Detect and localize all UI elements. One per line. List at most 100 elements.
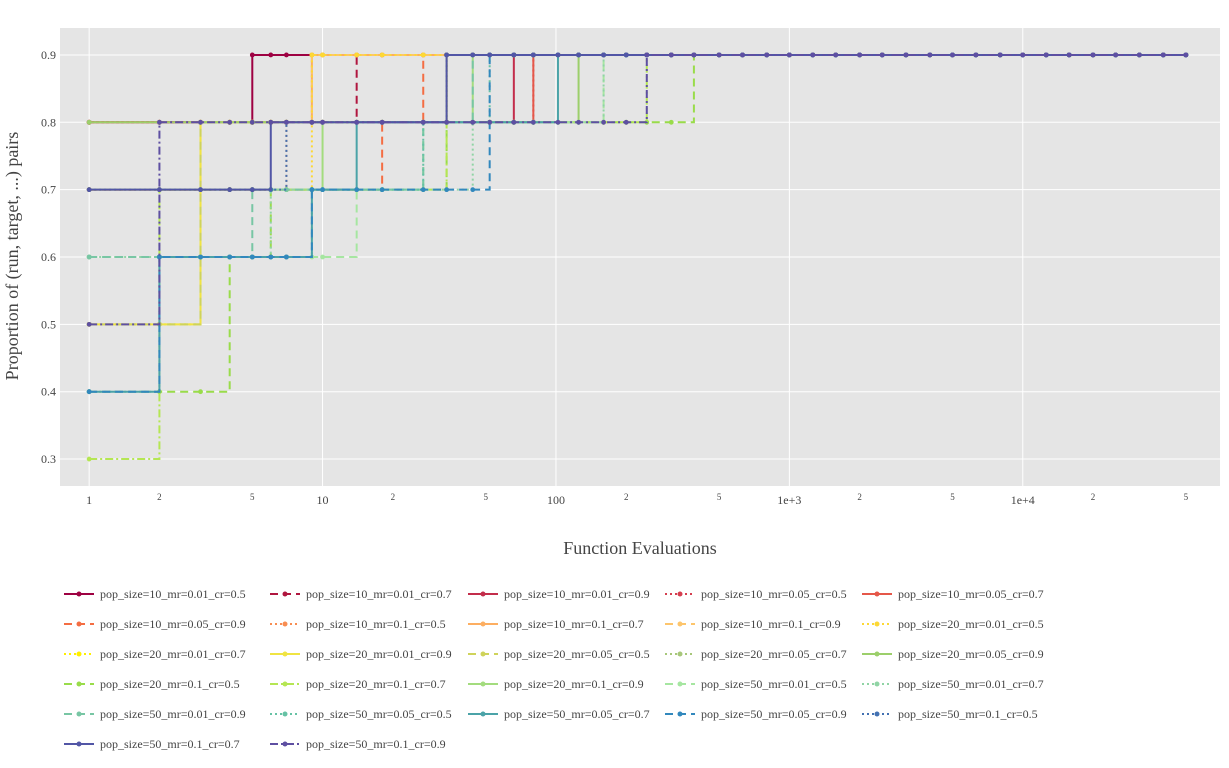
y-axis-title: Proportion of (run, target, ...) pairs — [2, 132, 23, 381]
data-point — [320, 187, 325, 193]
data-point — [444, 52, 450, 58]
series-pop_size=50_mr=0.1_cr=0.9 — [86, 52, 1189, 327]
data-point — [879, 52, 885, 58]
data-point — [576, 119, 581, 125]
data-point — [86, 321, 92, 327]
legend-item[interactable]: pop_size=10_mr=0.01_cr=0.5 — [62, 584, 246, 604]
data-point — [810, 52, 816, 58]
data-point — [444, 187, 450, 193]
legend-item[interactable]: pop_size=10_mr=0.01_cr=0.9 — [466, 584, 650, 604]
legend-item[interactable]: pop_size=50_mr=0.1_cr=0.7 — [62, 734, 240, 754]
series-line — [89, 53, 1186, 393]
data-point — [1043, 52, 1049, 58]
legend-item[interactable]: pop_size=50_mr=0.05_cr=0.9 — [663, 704, 847, 724]
data-point — [740, 52, 745, 58]
legend-label: pop_size=20_mr=0.1_cr=0.5 — [100, 676, 240, 691]
data-point — [444, 119, 450, 125]
legend-item[interactable]: pop_size=50_mr=0.01_cr=0.5 — [663, 674, 847, 694]
legend-label: pop_size=50_mr=0.01_cr=0.9 — [100, 706, 246, 721]
data-point — [555, 119, 561, 125]
legend-item[interactable]: pop_size=20_mr=0.05_cr=0.5 — [466, 644, 650, 664]
data-point — [309, 52, 315, 58]
x-tick-label: 5 — [950, 492, 955, 502]
x-tick-label: 2 — [391, 492, 396, 502]
data-point — [227, 254, 233, 260]
x-tick-label: 100 — [547, 493, 565, 507]
y-tick-labels: 0.3 0.4 0.5 0.6 0.7 0.8 0.9 — [41, 48, 56, 466]
data-point — [354, 187, 360, 193]
data-point — [284, 254, 289, 260]
data-point — [1020, 52, 1026, 58]
legend-label: pop_size=50_mr=0.1_cr=0.9 — [306, 736, 446, 751]
data-point — [268, 52, 274, 58]
legend-swatch — [468, 591, 498, 597]
legend-item[interactable]: pop_size=20_mr=0.05_cr=0.7 — [663, 644, 847, 664]
data-point — [668, 119, 674, 125]
legend-item[interactable]: pop_size=10_mr=0.1_cr=0.9 — [663, 614, 841, 634]
data-point — [309, 119, 315, 125]
y-tick-label: 0.3 — [41, 452, 56, 466]
legend-item[interactable]: pop_size=20_mr=0.01_cr=0.9 — [268, 644, 452, 664]
legend-item[interactable]: pop_size=10_mr=0.1_cr=0.7 — [466, 614, 644, 634]
data-point — [555, 52, 561, 58]
legend-swatch — [270, 681, 300, 687]
legend-item[interactable]: pop_size=20_mr=0.1_cr=0.9 — [466, 674, 644, 694]
data-point — [764, 52, 770, 58]
data-point — [420, 119, 426, 125]
legend-label: pop_size=20_mr=0.01_cr=0.9 — [306, 646, 452, 661]
y-tick-label: 0.4 — [41, 385, 56, 399]
data-point — [198, 119, 203, 125]
data-point — [320, 254, 325, 260]
data-point — [833, 52, 839, 58]
data-point — [354, 52, 360, 58]
x-tick-label: 2 — [1091, 492, 1096, 502]
legend-item[interactable]: pop_size=20_mr=0.01_cr=0.7 — [62, 644, 246, 664]
data-point — [1066, 52, 1072, 58]
data-point — [379, 119, 385, 125]
x-tick-label: 1e+3 — [777, 493, 801, 507]
legend-label: pop_size=50_mr=0.01_cr=0.7 — [898, 676, 1044, 691]
legend-item[interactable]: pop_size=50_mr=0.1_cr=0.9 — [268, 734, 446, 754]
legend-item[interactable]: pop_size=50_mr=0.05_cr=0.7 — [466, 704, 650, 724]
legend-item[interactable]: pop_size=10_mr=0.1_cr=0.5 — [268, 614, 446, 634]
series-layer — [86, 52, 1189, 462]
legend-swatch — [270, 591, 300, 597]
data-point — [320, 52, 325, 58]
legend-swatch — [64, 621, 94, 627]
legend-item[interactable]: pop_size=20_mr=0.1_cr=0.5 — [62, 674, 240, 694]
legend-swatch — [468, 711, 498, 717]
legend-item[interactable]: pop_size=10_mr=0.01_cr=0.7 — [268, 584, 452, 604]
data-point — [1090, 52, 1096, 58]
x-tick-label: 1e+4 — [1011, 493, 1035, 507]
legend-item[interactable]: pop_size=50_mr=0.01_cr=0.7 — [860, 674, 1044, 694]
legend-label: pop_size=50_mr=0.1_cr=0.7 — [100, 736, 240, 751]
legend-item[interactable]: pop_size=50_mr=0.1_cr=0.5 — [860, 704, 1038, 724]
data-point — [487, 52, 493, 58]
legend-item[interactable]: pop_size=50_mr=0.01_cr=0.9 — [62, 704, 246, 724]
legend-swatch — [665, 621, 695, 627]
data-point — [623, 52, 629, 58]
legend-label: pop_size=50_mr=0.05_cr=0.7 — [504, 706, 650, 721]
legend-item[interactable]: pop_size=20_mr=0.01_cr=0.5 — [860, 614, 1044, 634]
legend-item[interactable]: pop_size=10_mr=0.05_cr=0.7 — [860, 584, 1044, 604]
legend-label: pop_size=10_mr=0.1_cr=0.9 — [701, 616, 841, 631]
legend-label: pop_size=20_mr=0.01_cr=0.5 — [898, 616, 1044, 631]
data-point — [249, 52, 255, 58]
legend-item[interactable]: pop_size=10_mr=0.05_cr=0.9 — [62, 614, 246, 634]
legend-label: pop_size=50_mr=0.05_cr=0.5 — [306, 706, 452, 721]
legend-swatch — [468, 681, 498, 687]
legend-item[interactable]: pop_size=50_mr=0.05_cr=0.5 — [268, 704, 452, 724]
data-point — [644, 52, 650, 58]
data-point — [86, 389, 92, 395]
data-point — [927, 52, 933, 58]
x-tick-label: 5 — [483, 492, 488, 502]
legend-label: pop_size=10_mr=0.01_cr=0.5 — [100, 586, 246, 601]
data-point — [1183, 52, 1189, 58]
data-point — [157, 119, 162, 125]
legend-item[interactable]: pop_size=20_mr=0.05_cr=0.9 — [860, 644, 1044, 664]
legend-item[interactable]: pop_size=20_mr=0.1_cr=0.7 — [268, 674, 446, 694]
legend-label: pop_size=20_mr=0.05_cr=0.9 — [898, 646, 1044, 661]
data-point — [1160, 52, 1166, 58]
data-point — [1136, 52, 1142, 58]
legend-item[interactable]: pop_size=10_mr=0.05_cr=0.5 — [663, 584, 847, 604]
